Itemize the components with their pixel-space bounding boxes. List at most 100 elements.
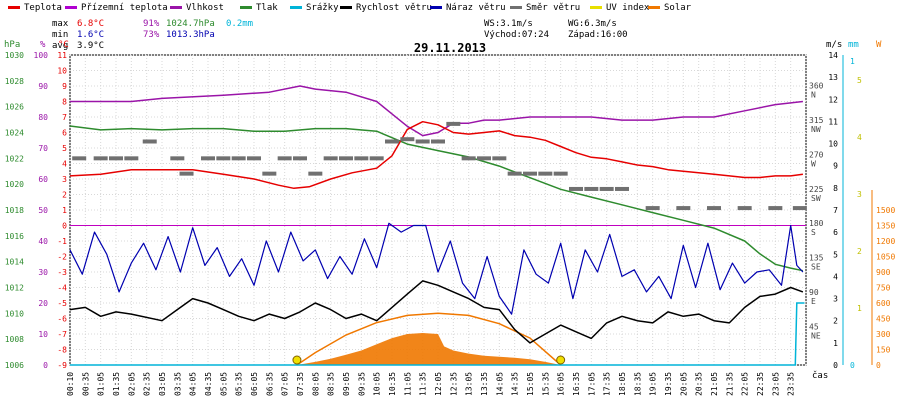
ms-tick-label: 7 [833, 206, 838, 215]
x-tick-label: 22:35 [756, 372, 765, 396]
sunrise-info: Východ:07:24 [484, 30, 549, 40]
hpa-tick-label: 1018 [5, 206, 24, 215]
x-tick-label: 13:05 [465, 372, 474, 396]
degc-tick-label: 3 [62, 175, 67, 184]
wind-direction-mark [523, 171, 537, 176]
uv-tick-label: 3 [857, 190, 862, 199]
hpa-tick-label: 1008 [5, 335, 24, 344]
w-tick-label: 1500 [876, 206, 895, 215]
legend-swatch [290, 6, 302, 9]
x-tick-label: 07:05 [281, 372, 290, 396]
degc-tick-label: -4 [57, 284, 67, 293]
x-tick-label: 01:35 [112, 372, 121, 396]
series-wind-gust-line [69, 222, 804, 315]
x-tick-label: 07:35 [296, 372, 305, 396]
mm-tick-label: 1 [850, 57, 855, 66]
wind-direction-mark [431, 139, 445, 144]
legend-swatch [240, 6, 252, 9]
wind-direction-mark [109, 156, 123, 161]
plot-area: 1030102810261024102210201018101610141012… [5, 51, 896, 396]
stat-max-hum: 91% [143, 19, 160, 29]
w-unit: W [876, 40, 882, 50]
x-tick-label: 20:35 [695, 372, 704, 396]
series-wind-speed-line [69, 280, 804, 344]
pct-tick-label: 0 [43, 361, 48, 370]
ms-tick-label: 5 [833, 250, 838, 259]
legend-swatch [8, 6, 20, 9]
wind-direction-mark [93, 156, 108, 161]
pct-tick-label: 20 [38, 299, 48, 308]
x-tick-label: 23:05 [771, 372, 780, 396]
degc-tick-label: 9 [62, 82, 67, 91]
degc-tick-label: -6 [57, 315, 67, 324]
degc-tick-label: 2 [62, 191, 67, 200]
x-tick-label: 03:05 [158, 372, 167, 396]
w-tick-label: 750 [876, 284, 891, 293]
wind-direction-mark [599, 186, 614, 191]
x-tick-label: 13:35 [480, 372, 489, 396]
ms-tick-label: 9 [833, 162, 838, 171]
chart-title: 29.11.2013 [414, 41, 486, 55]
legend: Teplota Přízemní teplota Vlhkost Tlak Srážky… [8, 3, 692, 13]
pct-tick-label: 50 [38, 206, 48, 215]
x-tick-label: 19:05 [649, 372, 658, 396]
hpa-tick-label: 1012 [5, 284, 24, 293]
stat-min-label: min [52, 30, 68, 40]
degc-tick-label: 8 [62, 98, 67, 107]
wind-direction-mark [645, 206, 660, 211]
wind-direction-mark [615, 186, 629, 191]
w-tick-label: 1350 [876, 222, 895, 231]
legend-swatch [65, 6, 77, 9]
wind-direction-mark [308, 171, 323, 176]
uv-tick-label: 2 [857, 247, 862, 256]
hpa-tick-label: 1010 [5, 309, 24, 318]
wind-direction-mark [792, 206, 807, 211]
pct-tick-label: 30 [38, 268, 48, 277]
pct-tick-label: 90 [38, 82, 48, 91]
ms-tick-label: 4 [833, 272, 838, 281]
degc-tick-label: 10 [57, 67, 67, 76]
hpa-tick-label: 1028 [5, 77, 24, 86]
x-tick-label: 08:35 [327, 372, 336, 396]
pct-unit: % [40, 40, 46, 50]
pct-tick-label: 60 [38, 175, 48, 184]
dir-tick-name: N [811, 90, 816, 99]
x-tick-label: 00:35 [81, 372, 90, 396]
x-tick-label: 21:35 [725, 372, 734, 396]
x-tick-label: 04:35 [204, 372, 213, 396]
dir-tick-name: S [811, 228, 816, 237]
w-tick-label: 900 [876, 268, 891, 277]
w-tick-label: 600 [876, 299, 891, 308]
mm-unit: mm [848, 40, 859, 50]
dir-tick-name: SE [811, 263, 821, 272]
stat-min-temp: 1.6°C [77, 30, 104, 40]
ms-tick-label: 0 [833, 361, 838, 370]
x-tick-label: 15:05 [526, 372, 535, 396]
legend-label: UV index [606, 3, 650, 13]
ms-tick-label: 6 [833, 228, 838, 237]
wind-direction-mark [707, 206, 721, 211]
wind-gust-info: WG:6.3m/s [568, 19, 617, 29]
uv-tick-label: 5 [857, 76, 862, 85]
dir-tick-deg: 270 [809, 150, 824, 159]
wind-direction-mark [262, 171, 277, 176]
hpa-tick-label: 1006 [5, 361, 24, 370]
legend-swatch [170, 6, 182, 9]
dir-tick-deg: 180 [809, 219, 824, 228]
x-tick-label: 01:05 [97, 372, 106, 396]
dir-tick-deg: 45 [809, 323, 819, 332]
w-tick-label: 450 [876, 315, 891, 324]
hpa-tick-label: 1016 [5, 232, 24, 241]
x-tick-label: 00:10 [66, 372, 75, 396]
stat-avg-label: avg [52, 41, 68, 51]
x-tick-label: 02:35 [143, 372, 152, 396]
wind-direction-mark [179, 171, 194, 176]
pct-tick-label: 80 [38, 113, 48, 122]
wind-direction-mark [385, 139, 399, 144]
x-tick-label: 18:35 [633, 372, 642, 396]
wind-direction-mark [72, 156, 87, 161]
ms-tick-label: 10 [828, 140, 838, 149]
mm-tick-label: 0 [850, 361, 855, 370]
wind-direction-mark [170, 156, 185, 161]
legend-label: Směr větru [526, 3, 580, 13]
